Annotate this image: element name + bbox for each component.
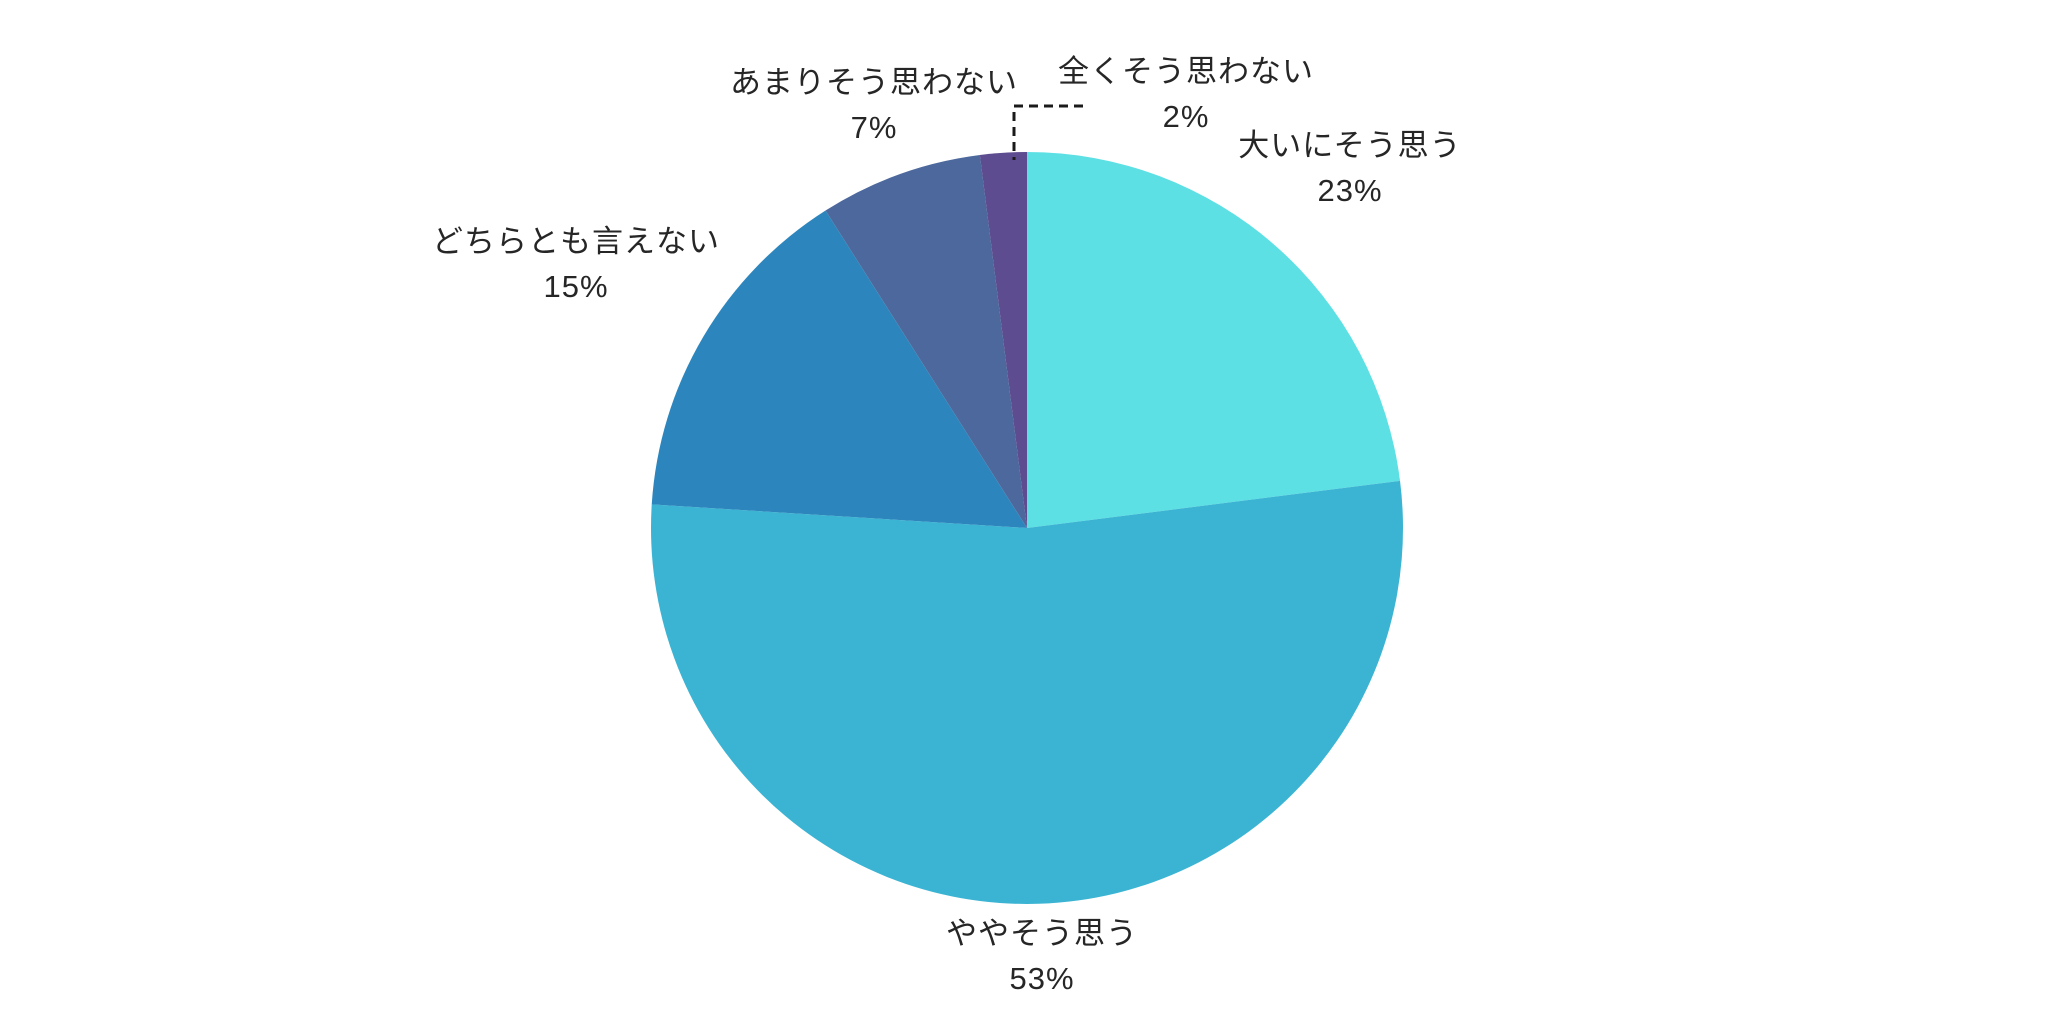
pie-label-text: 大いにそう思う (1238, 128, 1462, 163)
pie-slice-mattaku (979, 152, 1027, 528)
pie-label-pct: 7% (850, 110, 898, 145)
pie-label-ooini: 大いにそう思う 23% (1238, 123, 1461, 213)
pie-label-text: どちらとも言えない (432, 224, 720, 259)
pie-slice-yaya (651, 480, 1404, 904)
pie-label-amari: あまりそう思わない 7% (730, 60, 1018, 150)
pie-slices-group (651, 152, 1404, 904)
pie-slice-dochira (651, 210, 1027, 528)
pie-label-pct: 53% (1009, 961, 1075, 996)
pie-label-text: ややそう思う (946, 916, 1138, 951)
pie-label-pct: 15% (543, 269, 609, 304)
pie-label-pct: 23% (1317, 173, 1383, 208)
pie-label-yaya: ややそう思う 53% (946, 911, 1138, 1001)
pie-slice-amari (825, 154, 1027, 528)
leader-line-mattaku (1012, 104, 1083, 160)
pie-label-text: 全くそう思わない (1058, 54, 1314, 89)
pie-slice-ooini (1027, 152, 1401, 528)
pie-label-dochira: どちらとも言えない 15% (432, 219, 720, 309)
pie-label-pct: 2% (1162, 99, 1210, 134)
pie-label-mattaku: 全くそう思わない 2% (1058, 49, 1314, 139)
pie-label-text: あまりそう思わない (730, 65, 1018, 100)
